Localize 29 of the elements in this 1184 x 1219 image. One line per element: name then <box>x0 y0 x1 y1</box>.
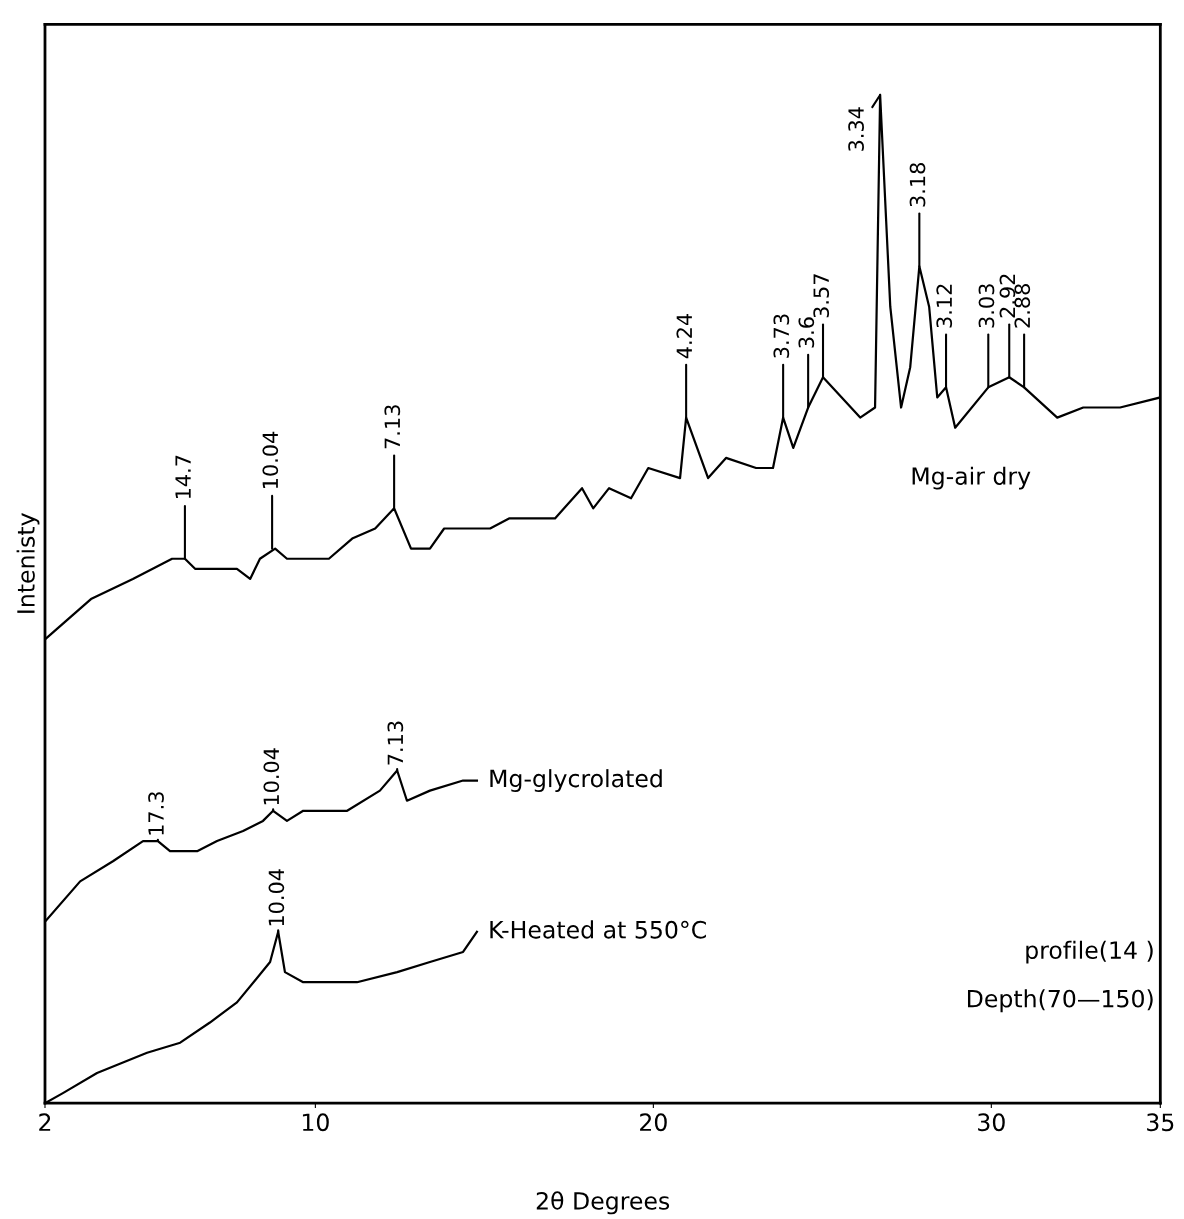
text: Mg-air dry <box>912 466 1031 490</box>
annotation: 14.7 <box>175 455 191 499</box>
annotation: 3.03 <box>978 284 995 328</box>
annotation: 2.88 <box>1014 284 1031 328</box>
x-tick-label: 30 <box>978 1113 1005 1132</box>
annotation: 3.34 <box>848 107 864 151</box>
series-label: K-Heated at 550°C <box>490 920 706 939</box>
annotation: Depth(70—150) <box>967 989 1153 1013</box>
annotation: 3.73 <box>773 314 790 358</box>
annotation: 2.92 <box>999 274 1016 318</box>
annotation: 17.3 <box>148 792 164 835</box>
x-tick-label: 10 <box>302 1113 329 1132</box>
annotation: 10.04 <box>268 869 285 926</box>
series-label: Mg-glycrolated <box>490 769 662 792</box>
x-axis-title: 2θ Degrees <box>536 1191 670 1215</box>
annotation: 4.24 <box>676 314 692 359</box>
annotation: 7.13 <box>387 721 404 765</box>
annotation: 3.6 <box>798 317 815 348</box>
annotation: 7.13 <box>384 405 401 449</box>
annotation: 3.12 <box>936 284 953 328</box>
annotation: 3.18 <box>909 163 926 207</box>
annotation: 3.57 <box>813 274 830 318</box>
annotation: 10.04 <box>263 748 280 805</box>
annotation: 10.04 <box>262 431 279 489</box>
x-tick-label: 20 <box>640 1113 667 1132</box>
x-tick-label: 35 <box>1147 1113 1174 1132</box>
annotation: profile(14 ) <box>1026 940 1153 964</box>
x-tick-label: 2 <box>39 1113 51 1131</box>
y-axis-title: Intenisty <box>16 513 40 613</box>
